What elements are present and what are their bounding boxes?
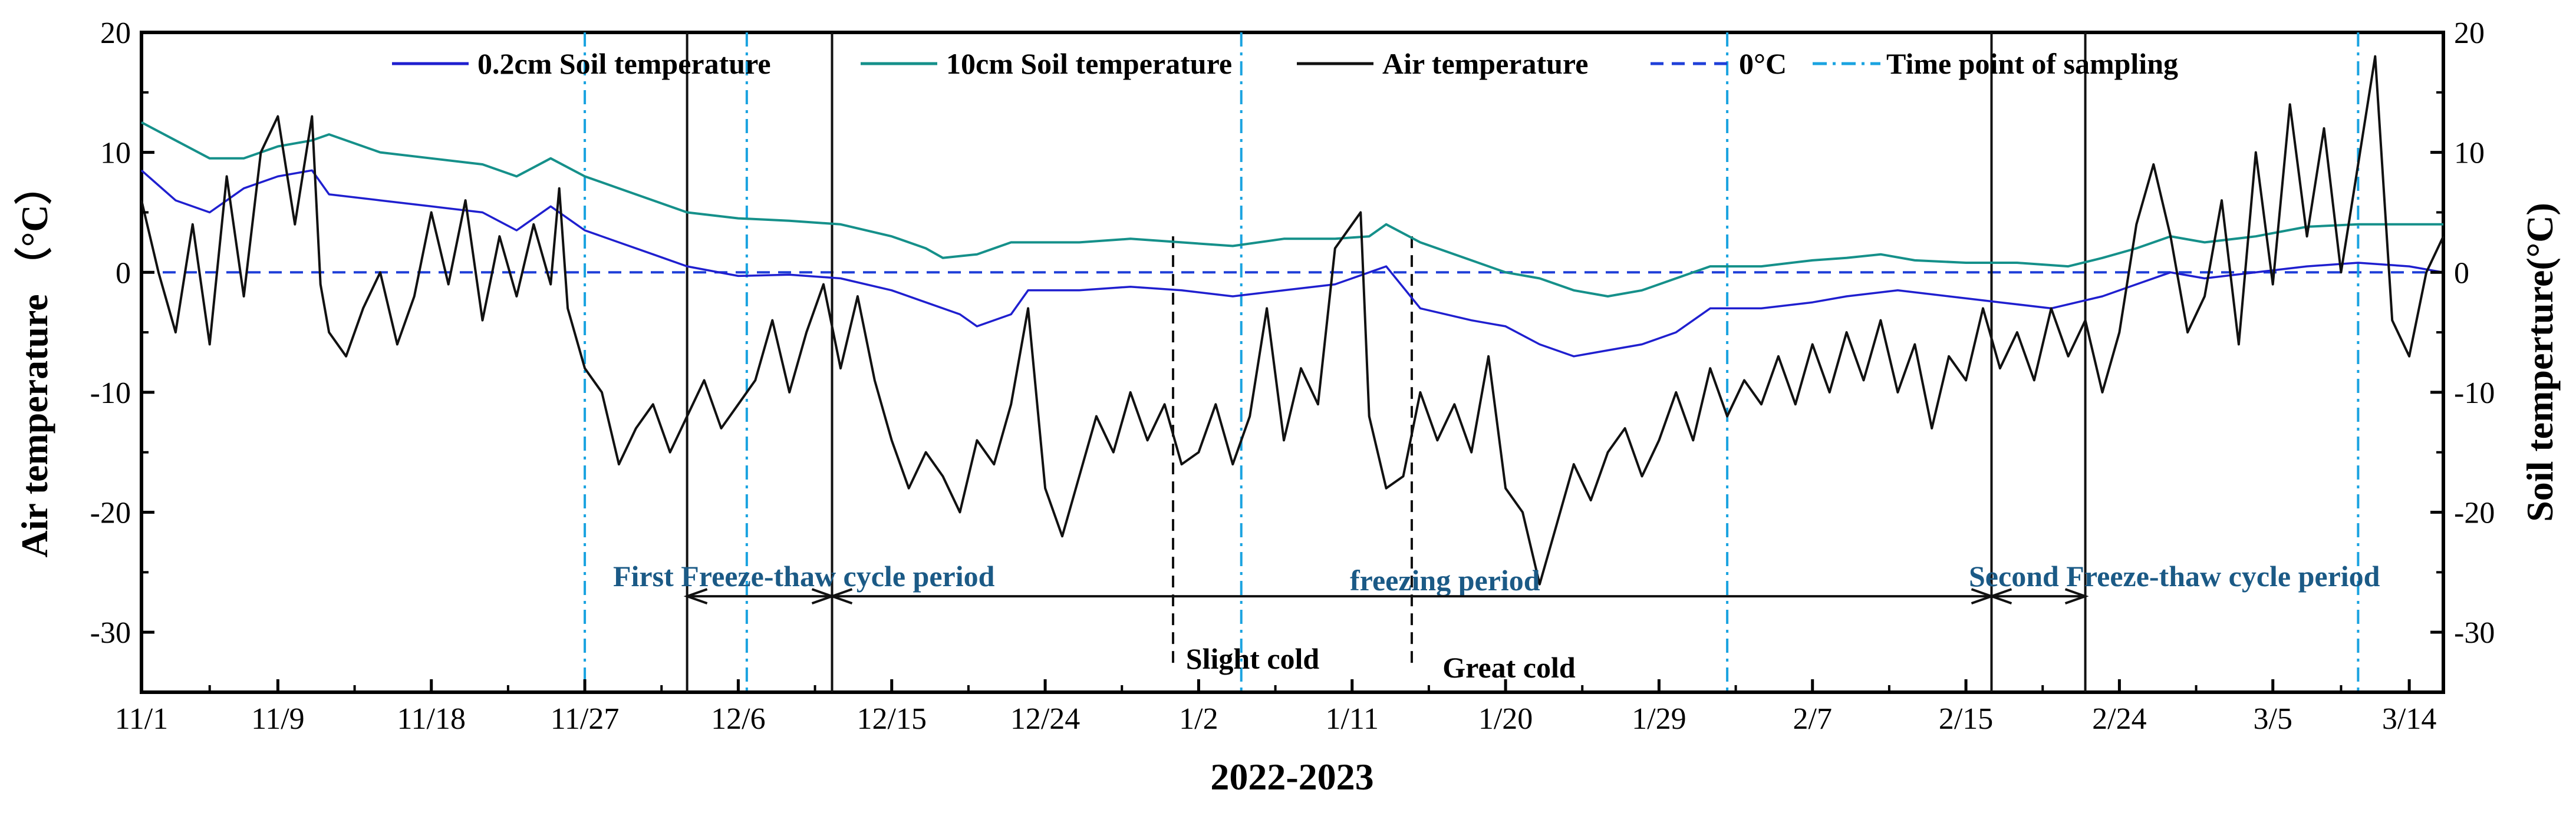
period-arrow-head-right-3: [2064, 588, 2089, 604]
y-left-tick-label-1: 20: [100, 16, 131, 50]
second-freeze-thaw-label: Second Freeze-thaw cycle period: [1969, 560, 2380, 593]
series-line-10cm-soil-temperature: [141, 121, 2443, 298]
y-left-tick-label-6: -30: [90, 616, 131, 650]
legend-label-air: Air temperature: [1382, 47, 1588, 80]
freezing-period-label: freezing period: [1350, 564, 1540, 597]
x-tick-label-13: 2/15: [1939, 702, 1993, 736]
series-layer: [140, 55, 2445, 586]
y-right-tick-label-4: -10: [2454, 376, 2495, 410]
y-right-tick-label-5: -20: [2454, 497, 2495, 530]
y-right-tick-label-2: 10: [2454, 137, 2485, 170]
legend-label-sampling: Time point of sampling: [1886, 47, 2178, 80]
x-tick-label-8: 1/2: [1179, 702, 1218, 736]
reference-lines: [141, 32, 2443, 692]
series-line-air-temperature: [140, 55, 2445, 586]
axis-ticks: 11/1 11/9 11/18 11/27 12/6 12/15 12/24 1/2 1/11 1…: [90, 16, 2495, 736]
x-tick-label-11: 1/29: [1632, 702, 1686, 736]
x-tick-label-14: 2/24: [2092, 702, 2146, 736]
plot-frame: [140, 31, 2445, 694]
y-left-tick-label-4: -10: [90, 376, 131, 410]
x-tick-label-5: 12/6: [711, 702, 765, 736]
y-right-tick-label-3: 0: [2454, 256, 2469, 290]
first-freeze-thaw-label: First Freeze-thaw cycle period: [613, 560, 995, 593]
period-arrow-head-left-2: [828, 588, 853, 604]
x-axis-title: 2022-2023: [1210, 756, 1373, 798]
x-tick-label-16: 3/14: [2382, 702, 2436, 736]
y-right-tick-label-1: 20: [2454, 16, 2485, 50]
x-tick-label-7: 12/24: [1010, 702, 1080, 736]
period-arrows: [683, 588, 2089, 604]
legend: 0.2cm Soil temperature 10cm Soil tempera…: [392, 47, 2178, 80]
right-y-axis-title: Soil temperture(°C): [2519, 203, 2561, 522]
x-tick-label-12: 2/7: [1793, 702, 1832, 736]
x-tick-label-6: 12/15: [857, 702, 927, 736]
x-tick-label-1: 11/1: [115, 702, 169, 736]
y-left-tick-label-3: 0: [116, 256, 131, 290]
x-tick-label-10: 1/20: [1478, 702, 1533, 736]
series-line-0-2cm-soil-temperature: [140, 169, 2444, 358]
x-tick-label-15: 3/5: [2254, 702, 2292, 736]
legend-label-soil-0-2cm: 0.2cm Soil temperature: [477, 47, 771, 80]
y-left-tick-label-5: -20: [90, 497, 131, 530]
legend-label-zero-line: 0°C: [1739, 47, 1787, 80]
y-right-tick-label-6: -30: [2454, 616, 2495, 650]
legend-label-soil-10cm: 10cm Soil temperature: [946, 47, 1232, 80]
period-arrow-head-left-3: [1988, 588, 2012, 604]
great-cold-label: Great cold: [1442, 651, 1576, 684]
left-y-axis-title: Air temperature （°C）: [14, 167, 55, 557]
x-tick-label-9: 1/11: [1325, 702, 1379, 736]
y-left-tick-label-2: 10: [100, 137, 131, 170]
x-tick-label-3: 11/18: [397, 702, 466, 736]
period-arrow-head-left-1: [683, 588, 708, 604]
x-tick-label-2: 11/9: [251, 702, 305, 736]
slight-cold-label: Slight cold: [1186, 642, 1320, 675]
x-tick-label-4: 11/27: [551, 702, 620, 736]
